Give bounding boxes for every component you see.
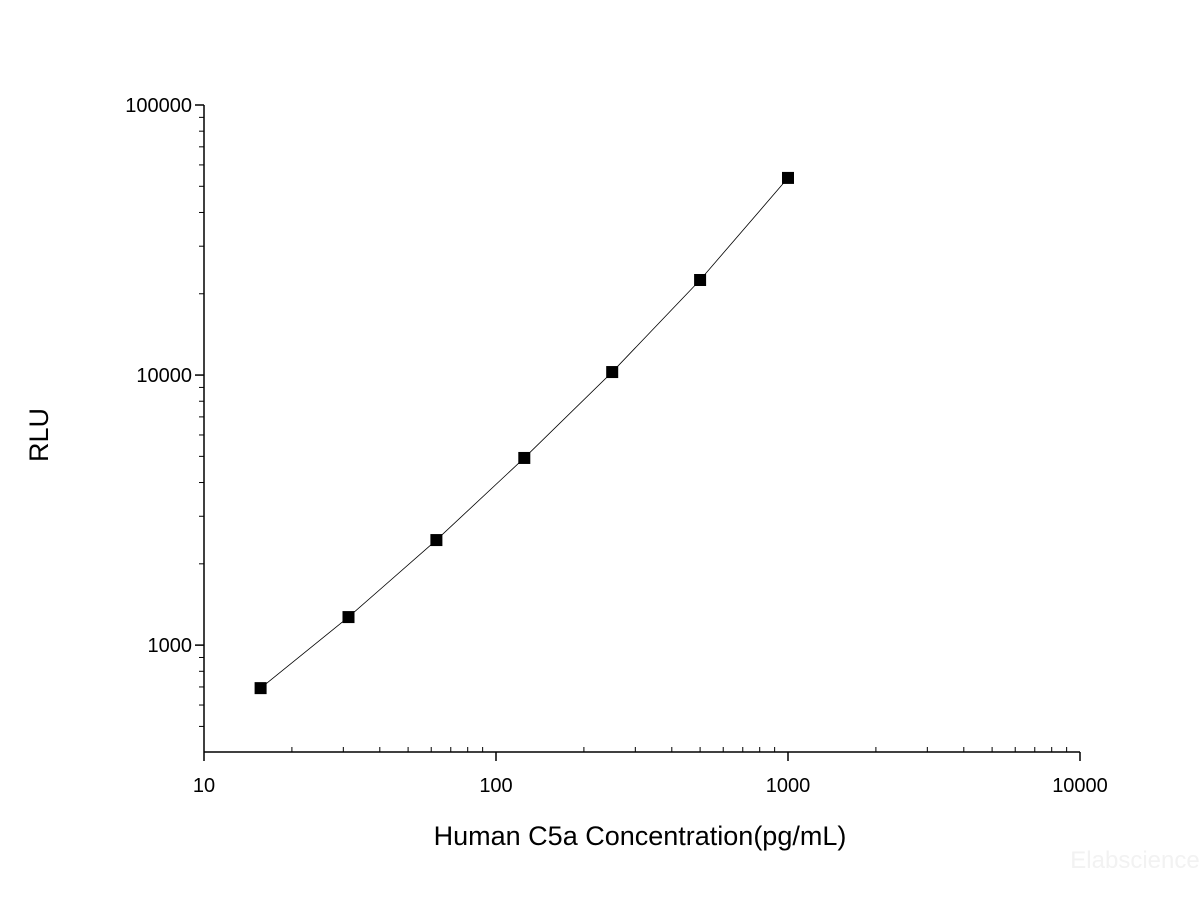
- x-tick-label: 10000: [1052, 775, 1108, 797]
- y-tick-label: 100000: [125, 95, 192, 117]
- x-tick-label: 1000: [766, 775, 811, 797]
- data-point: [430, 534, 443, 547]
- x-tick-label: 10: [193, 775, 215, 797]
- watermark: Elabscience: [1070, 847, 1199, 874]
- x-axis-label: Human C5a Concentration(pg/mL): [434, 821, 847, 851]
- y-axis-label: RLU: [24, 408, 54, 462]
- data-point: [694, 274, 707, 287]
- y-tick-label: 1000: [148, 635, 193, 657]
- data-point: [342, 611, 355, 624]
- series-line: [260, 177, 789, 689]
- data-point: [254, 682, 267, 695]
- y-tick-label: 10000: [136, 365, 192, 387]
- x-tick-label: 100: [479, 775, 512, 797]
- data-point: [782, 171, 794, 184]
- data-point: [606, 366, 619, 379]
- data-point: [518, 451, 531, 464]
